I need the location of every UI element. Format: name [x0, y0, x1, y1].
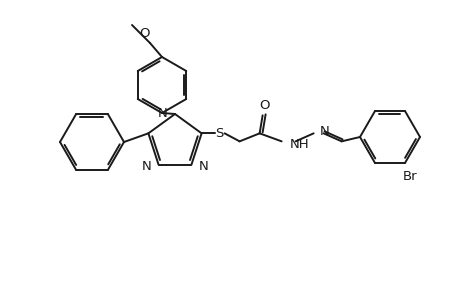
Text: N: N — [198, 160, 208, 173]
Text: O: O — [259, 99, 269, 112]
Text: N: N — [319, 125, 329, 138]
Text: N: N — [141, 160, 151, 173]
Text: NH: NH — [289, 138, 308, 151]
Text: S: S — [215, 127, 224, 140]
Text: O: O — [140, 26, 150, 40]
Text: Br: Br — [402, 170, 416, 184]
Text: N: N — [158, 106, 168, 119]
